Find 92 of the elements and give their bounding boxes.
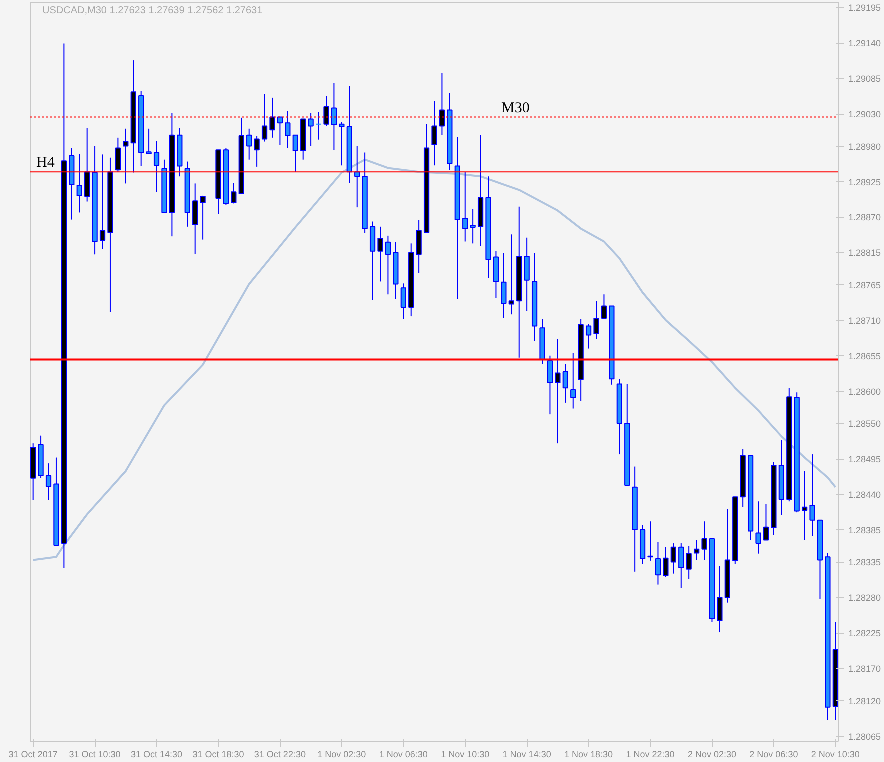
y-tick-label: 1.28655 — [848, 351, 882, 362]
candlestick — [501, 252, 507, 319]
candlestick — [262, 94, 268, 142]
x-tick-label: 1 Nov 14:30 — [502, 750, 552, 760]
x-tick-label: 2 Nov 06:30 — [750, 750, 798, 760]
chart-title: USDCAD,M30 1.27623 1.27639 1.27562 1.27631 — [42, 6, 264, 16]
candlestick — [470, 208, 476, 244]
candlestick — [378, 226, 384, 282]
candlestick — [100, 154, 106, 250]
y-tick-label: 1.28980 — [848, 142, 882, 152]
candlestick — [648, 521, 654, 562]
candlestick — [292, 134, 298, 173]
candlestick — [285, 110, 291, 149]
candlestick — [601, 294, 608, 320]
candlestick — [802, 470, 808, 541]
y-tick-label: 1.29140 — [848, 38, 882, 49]
x-tick-label: 1 Nov 02:30 — [318, 750, 366, 760]
x-tick-label: 31 Oct 2017 — [8, 750, 58, 760]
candlestick — [686, 546, 692, 580]
x-tick-label: 1 Nov 10:30 — [441, 750, 490, 760]
x-tick-label: 31 Oct 14:30 — [131, 750, 183, 760]
x-tick-label: 1 Nov 18:30 — [564, 750, 614, 760]
y-tick-label: 1.28385 — [848, 525, 882, 536]
line-series — [32, 158, 837, 562]
candlestick — [246, 128, 252, 160]
candlestick — [200, 195, 206, 240]
candlestick — [524, 237, 530, 312]
candlestick — [400, 283, 406, 320]
x-tick-label: 2 Nov 02:30 — [688, 750, 737, 760]
y-tick-label: 1.28710 — [848, 316, 882, 326]
y-tick-label: 1.28225 — [848, 628, 882, 639]
candlestick — [324, 96, 330, 127]
candlestick — [123, 128, 129, 184]
y-tick-label: 1.28440 — [848, 490, 882, 500]
candlestick — [308, 112, 314, 147]
candlestick — [570, 352, 576, 410]
y-tick-label: 1.28765 — [848, 280, 882, 290]
y-tick-label: 1.28870 — [848, 212, 882, 223]
y-tick-label: 1.28280 — [848, 593, 882, 604]
candlestick — [146, 128, 152, 155]
candlestick — [670, 543, 676, 574]
y-tick-label: 1.28120 — [848, 696, 882, 706]
x-tick-label: 31 Oct 22:30 — [254, 750, 306, 760]
candlestick — [46, 463, 52, 501]
candlestick — [586, 324, 592, 350]
candlestick — [192, 183, 198, 254]
candlestick — [416, 220, 422, 274]
candlestick — [717, 566, 723, 634]
candlestick — [555, 338, 561, 444]
y-tick-label: 1.29195 — [848, 3, 882, 14]
candlestick — [76, 154, 82, 214]
y-tick-label: 1.28815 — [848, 248, 882, 258]
ref-line-label: H4 — [36, 155, 56, 172]
candlestick — [756, 501, 762, 554]
candlestick — [547, 355, 554, 416]
x-tick-label: 1 Nov 06:30 — [379, 750, 428, 760]
candlestick — [462, 172, 468, 242]
candlestick — [594, 300, 600, 340]
candlestick — [763, 504, 770, 541]
candlestick — [702, 521, 708, 561]
candlestick — [655, 542, 662, 586]
y-tick-label: 1.28065 — [848, 732, 882, 742]
candlestick — [339, 122, 345, 166]
x-tick-label: 2 Nov 10:30 — [811, 750, 860, 760]
candlestick — [331, 82, 338, 151]
candlestick — [694, 540, 700, 561]
candlestick — [432, 100, 438, 166]
candlestick — [316, 112, 322, 140]
y-tick-label: 1.28550 — [848, 419, 882, 430]
y-tick-label: 1.29030 — [848, 110, 882, 120]
x-tick-label: 1 Nov 22:30 — [626, 750, 675, 760]
y-tick-label: 1.28495 — [848, 454, 882, 465]
x-tick-label: 31 Oct 10:30 — [69, 750, 121, 760]
y-tick-label: 1.28170 — [848, 664, 882, 674]
candlestick — [678, 543, 684, 589]
y-tick-label: 1.28600 — [848, 386, 882, 397]
candlestick — [115, 137, 122, 173]
candlestick — [508, 234, 514, 316]
candlestick — [562, 364, 568, 404]
candlestick — [663, 546, 669, 578]
candlestick — [270, 97, 276, 138]
candlestick — [154, 140, 160, 193]
candlestick — [810, 454, 816, 537]
candlestick — [439, 72, 446, 136]
y-tick-label: 1.28925 — [848, 177, 882, 188]
y-tick-label: 1.28335 — [848, 558, 882, 568]
candlestick — [385, 235, 392, 296]
candlestick — [231, 182, 237, 204]
y-tick-label: 1.29085 — [848, 74, 882, 84]
candlestick — [254, 135, 260, 168]
ref-line-label: M30 — [502, 100, 530, 116]
x-tick-label: 31 Oct 18:30 — [192, 750, 244, 760]
